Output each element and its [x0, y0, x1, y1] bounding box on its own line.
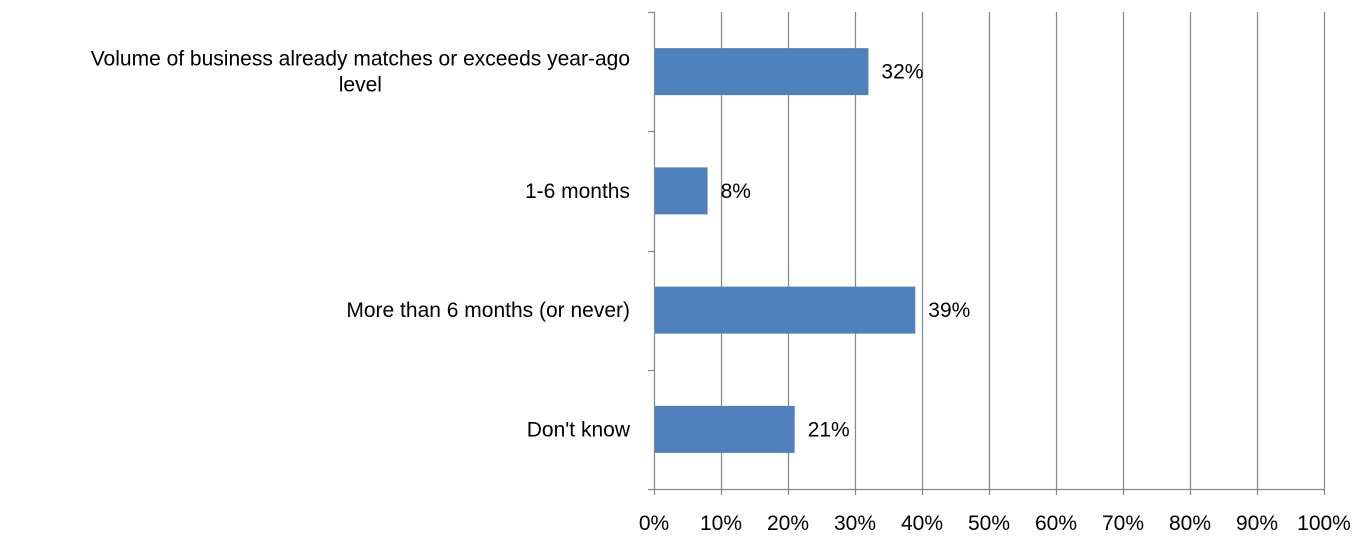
x-tick-label: 70%: [1102, 512, 1144, 535]
category-label: Don't know: [527, 418, 631, 441]
category-label: level: [339, 74, 382, 97]
data-label: 21%: [808, 418, 850, 441]
category-label: 1-6 months: [525, 180, 630, 203]
data-label: 8%: [721, 180, 751, 203]
data-label: 39%: [928, 299, 970, 322]
bars: [655, 48, 916, 453]
x-tick-label: 100%: [1297, 512, 1351, 535]
bar: [655, 286, 916, 334]
bar: [655, 48, 869, 96]
x-tick-label: 30%: [834, 512, 876, 535]
x-tick-label: 60%: [1035, 512, 1077, 535]
x-tick-label: 90%: [1236, 512, 1278, 535]
x-tick-label: 20%: [767, 512, 809, 535]
x-tick-label: 80%: [1169, 512, 1211, 535]
category-label: More than 6 months (or never): [346, 299, 630, 322]
category-labels: Volume of business already matches or ex…: [91, 48, 631, 442]
axes: [648, 11, 1326, 495]
x-tick-label: 10%: [700, 512, 742, 535]
x-tick-label: 0%: [639, 512, 669, 535]
data-label: 32%: [881, 61, 923, 84]
x-tick-label: 40%: [901, 512, 943, 535]
x-tick-label: 50%: [968, 512, 1010, 535]
tick-labels: 0% 10% 20% 30% 40% 50% 60% 70% 80% 90% 100%: [639, 512, 1351, 535]
bar: [655, 167, 708, 215]
category-label: Volume of business already matches or ex…: [91, 48, 630, 71]
bar: [655, 405, 795, 453]
data-labels: 32% 8% 39% 21%: [721, 61, 971, 442]
